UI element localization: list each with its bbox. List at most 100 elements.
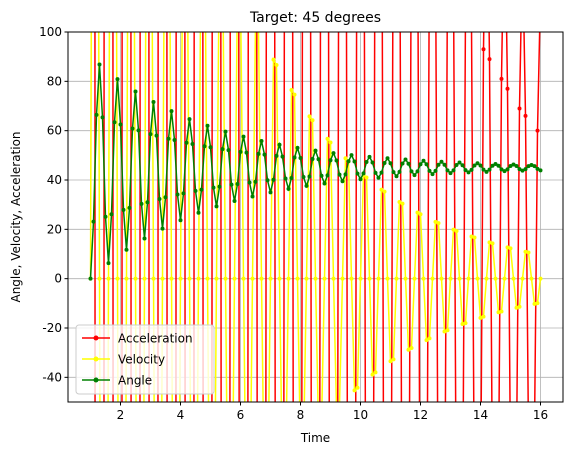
data-point: [229, 182, 234, 187]
data-point: [481, 47, 486, 52]
data-point: [205, 123, 210, 128]
data-point: [346, 159, 351, 164]
data-point: [385, 156, 390, 161]
ticks: 2 4 6 8 10 12 14 16 -40 -20 0 20 40 60 80 100: [39, 25, 548, 422]
data-point: [277, 276, 282, 281]
data-point: [289, 176, 294, 181]
data-point: [361, 171, 366, 176]
data-point: [325, 136, 330, 141]
data-point: [328, 140, 333, 145]
data-point: [400, 201, 405, 206]
data-point: [487, 240, 492, 245]
data-point: [214, 204, 219, 209]
data-point: [217, 184, 222, 189]
data-point: [379, 187, 384, 192]
x-tick-label: 6: [237, 408, 245, 422]
data-point: [109, 212, 114, 217]
data-point: [457, 276, 462, 281]
data-point: [154, 133, 159, 138]
data-point: [124, 276, 129, 281]
data-point: [280, 154, 285, 159]
data-point: [424, 162, 429, 167]
y-tick-label: 60: [47, 124, 62, 138]
data-point: [355, 385, 360, 390]
data-point: [376, 175, 381, 180]
data-point: [298, 156, 303, 161]
legend-box: [75, 324, 215, 395]
data-point: [262, 152, 267, 157]
legend-marker: [93, 377, 99, 383]
x-tick-label: 8: [297, 408, 305, 422]
data-point: [106, 261, 111, 266]
x-tick-label: 2: [117, 408, 125, 422]
data-point: [484, 169, 489, 174]
data-point: [142, 276, 147, 281]
data-point: [172, 138, 177, 143]
data-point: [457, 160, 462, 165]
data-point: [127, 205, 132, 210]
axes-frame: [67, 31, 564, 403]
data-point: [487, 167, 492, 172]
data-point: [289, 87, 294, 92]
data-point: [409, 345, 414, 350]
data-point: [493, 276, 498, 281]
data-point: [523, 249, 528, 254]
data-point: [475, 161, 480, 166]
data-point: [436, 221, 441, 226]
data-point: [211, 185, 216, 190]
data-point: [433, 219, 438, 224]
data-point: [199, 187, 204, 192]
data-point: [319, 173, 324, 178]
data-point: [505, 86, 510, 91]
data-point: [97, 276, 102, 281]
data-point: [322, 181, 327, 186]
data-point: [505, 167, 510, 172]
data-point: [313, 148, 318, 153]
data-point: [175, 192, 180, 197]
data-point: [478, 163, 483, 168]
data-point: [163, 195, 168, 200]
data-point: [499, 167, 504, 172]
data-point: [460, 322, 465, 327]
data-point: [463, 168, 468, 173]
data-point: [268, 276, 273, 281]
data-point: [397, 169, 402, 174]
data-point: [376, 276, 381, 281]
data-point: [166, 136, 171, 141]
data-point: [433, 168, 438, 173]
data-point: [253, 179, 258, 184]
data-point: [112, 120, 117, 125]
chart-title: Target: 45 degrees: [249, 10, 381, 26]
data-point: [136, 128, 141, 133]
data-point: [511, 162, 516, 167]
data-point: [187, 276, 192, 281]
data-point: [514, 163, 519, 168]
data-point: [328, 158, 333, 163]
data-point: [367, 154, 372, 159]
data-point: [514, 305, 519, 310]
data-point: [133, 276, 138, 281]
legend-label: Acceleration: [118, 332, 193, 346]
data-point: [238, 149, 243, 154]
data-point: [466, 276, 471, 281]
data-point: [340, 276, 345, 281]
data-point: [178, 218, 183, 223]
data-point: [484, 276, 489, 281]
x-tick-label: 14: [473, 408, 488, 422]
data-point: [235, 181, 240, 186]
data-point: [334, 158, 339, 163]
data-point: [130, 126, 135, 131]
data-point: [304, 276, 309, 281]
data-point: [445, 328, 450, 333]
data-point: [316, 157, 321, 162]
data-point: [250, 194, 255, 199]
data-point: [295, 145, 300, 150]
legend-marker: [93, 356, 99, 362]
data-point: [502, 276, 507, 281]
data-point: [526, 164, 531, 169]
data-point: [430, 172, 435, 177]
data-point: [388, 359, 393, 364]
data-point: [277, 142, 282, 147]
data-point: [151, 100, 156, 105]
data-point: [335, 406, 339, 410]
